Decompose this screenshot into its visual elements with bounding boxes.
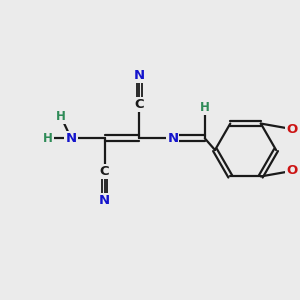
Text: O: O xyxy=(286,123,298,136)
Text: C: C xyxy=(135,98,144,111)
Text: N: N xyxy=(167,132,178,145)
Text: N: N xyxy=(99,194,110,207)
Text: N: N xyxy=(65,132,77,145)
Text: H: H xyxy=(43,132,53,145)
Text: H: H xyxy=(56,110,66,123)
Text: O: O xyxy=(286,164,298,177)
Text: N: N xyxy=(134,69,145,82)
Text: H: H xyxy=(200,101,210,114)
Text: C: C xyxy=(100,165,109,178)
